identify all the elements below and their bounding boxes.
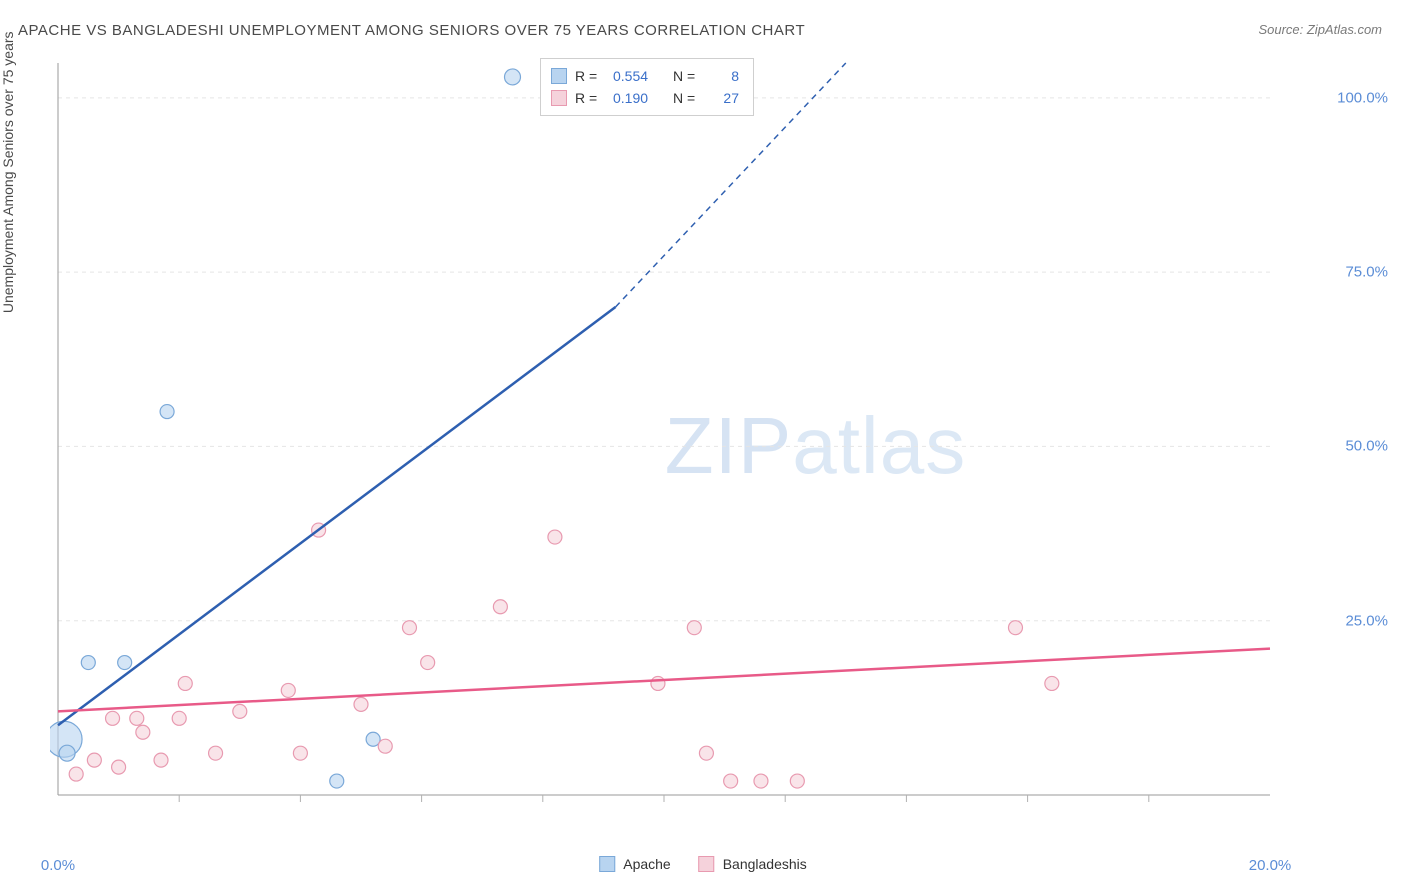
y-tick-label: 75.0%: [1345, 264, 1388, 281]
chart-title: APACHE VS BANGLADESHI UNEMPLOYMENT AMONG…: [18, 22, 805, 39]
y-axis-label: Unemployment Among Seniors over 75 years: [0, 31, 16, 313]
source-attribution: Source: ZipAtlas.com: [1258, 22, 1382, 37]
scatter-plot: [50, 55, 1330, 825]
r-label: R =: [575, 68, 605, 84]
r-value: 0.554: [613, 68, 665, 84]
r-label: R =: [575, 90, 605, 106]
legend-row: R = 0.554 N = 8: [551, 65, 739, 87]
chart-svg: [50, 55, 1330, 825]
correlation-legend: R = 0.554 N = 8 R = 0.190 N = 27: [540, 58, 754, 116]
r-value: 0.190: [613, 90, 665, 106]
legend-swatch: [551, 68, 567, 84]
y-tick-label: 50.0%: [1345, 438, 1388, 455]
n-label: N =: [673, 68, 703, 84]
series-legend: Apache Bangladeshis: [599, 856, 807, 872]
y-tick-label: 25.0%: [1345, 612, 1388, 629]
legend-label: Bangladeshis: [723, 856, 807, 872]
legend-item: Apache: [599, 856, 670, 872]
legend-swatch: [699, 856, 715, 872]
legend-swatch: [599, 856, 615, 872]
legend-item: Bangladeshis: [699, 856, 807, 872]
n-value: 8: [711, 68, 739, 84]
x-tick-label: 0.0%: [41, 857, 75, 874]
x-tick-label: 20.0%: [1249, 857, 1292, 874]
legend-swatch: [551, 90, 567, 106]
y-tick-label: 100.0%: [1337, 89, 1388, 106]
n-label: N =: [673, 90, 703, 106]
legend-row: R = 0.190 N = 27: [551, 87, 739, 109]
n-value: 27: [711, 90, 739, 106]
legend-label: Apache: [623, 856, 670, 872]
